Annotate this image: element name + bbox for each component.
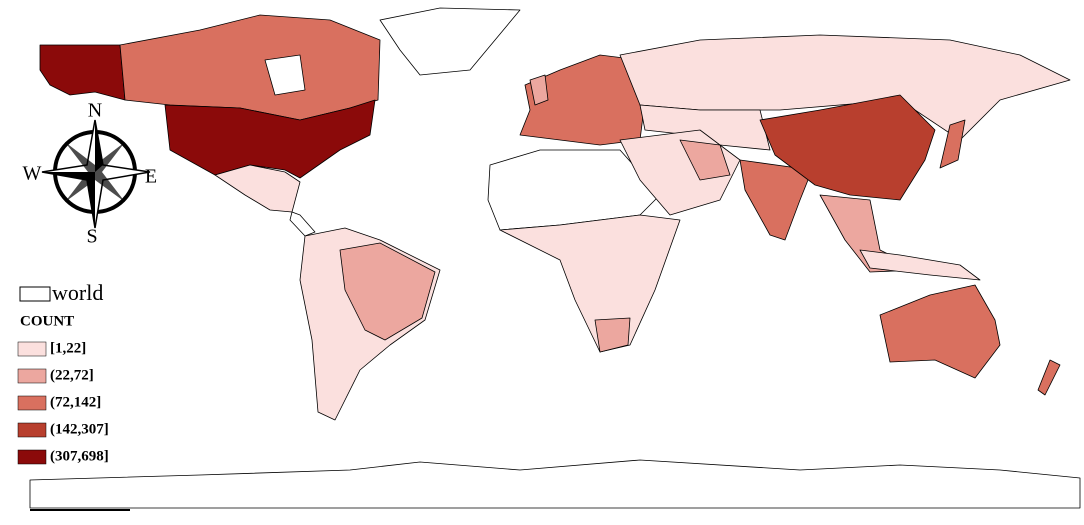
new-zealand: [1037, 359, 1061, 396]
compass: N E S W: [23, 100, 158, 248]
south-africa: [594, 317, 631, 353]
australia: [879, 284, 1001, 379]
indonesia: [859, 249, 981, 281]
legend-label: (22,72]: [50, 367, 94, 383]
africa-south: [499, 214, 681, 353]
legend-swatch: [17, 341, 47, 357]
layer-swatch: [19, 286, 51, 302]
canada: [119, 14, 381, 121]
legend-label: (307,698]: [50, 448, 109, 464]
hudson-bay: [264, 54, 306, 96]
legend-swatch: [17, 422, 47, 438]
brazil: [339, 242, 436, 341]
mexico: [214, 164, 301, 213]
compass-south: S: [86, 226, 97, 248]
compass-west: W: [23, 163, 42, 185]
china: [759, 94, 936, 201]
legend-swatch: [17, 395, 47, 411]
central-asia: [639, 104, 771, 151]
compass-north: N: [88, 100, 102, 122]
greenland: [379, 7, 521, 76]
alaska: [39, 44, 126, 101]
iran: [679, 139, 731, 181]
legend-label: [1,22]: [50, 340, 86, 356]
legend-swatch: [17, 449, 47, 465]
legend-label: (142,307]: [50, 421, 109, 437]
legend-label: (72,142]: [50, 394, 101, 410]
antarctica: [29, 459, 1081, 509]
compass-diagonals: [65, 142, 125, 202]
compass-east: E: [145, 166, 157, 188]
japan: [939, 119, 966, 169]
central-america: [289, 211, 316, 237]
legend-swatch: [17, 368, 47, 384]
layer-name: world: [52, 280, 103, 305]
countries: [29, 7, 1081, 509]
legend-title: COUNT: [20, 313, 74, 329]
uk: [529, 74, 549, 106]
legend: world COUNT [1,22] (22,72] (72,142] (142,30…: [17, 280, 109, 465]
compass-shade: [42, 120, 103, 228]
